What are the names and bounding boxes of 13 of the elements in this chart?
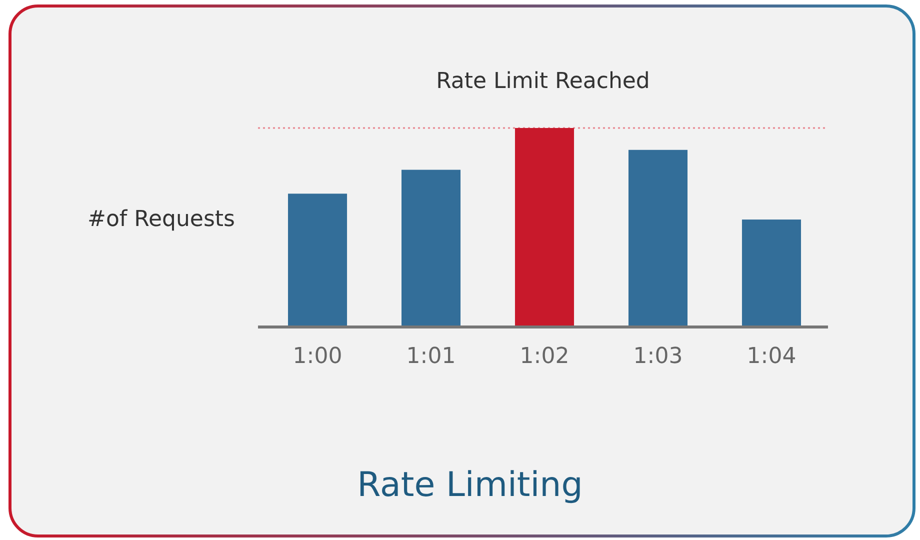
bar <box>401 170 461 327</box>
bar <box>742 220 801 327</box>
bar <box>628 150 688 327</box>
x-tick-label: 1:03 <box>633 344 683 369</box>
x-tick-label: 1:01 <box>406 344 456 369</box>
x-tick-label: 1:00 <box>292 344 342 369</box>
bar <box>288 194 348 327</box>
bar <box>514 128 574 327</box>
ref-line-label: Rate Limit Reached <box>436 69 650 94</box>
y-axis-title: #of Requests <box>88 207 235 232</box>
text: Rate Limiting <box>357 465 583 505</box>
x-tick-label: 1:04 <box>746 344 796 369</box>
x-tick-label: 1:02 <box>520 344 570 369</box>
